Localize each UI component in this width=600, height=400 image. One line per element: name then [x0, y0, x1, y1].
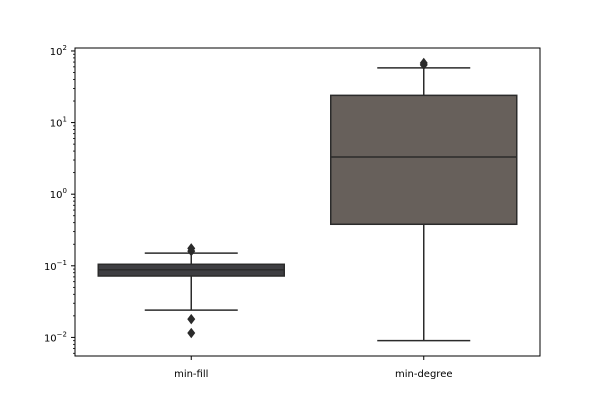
- y-tick-label: 10−2: [44, 330, 67, 344]
- x-tick-label: min-fill: [174, 369, 208, 380]
- y-tick-label: 102: [50, 44, 67, 58]
- x-axis: min-fill min-degree: [174, 356, 453, 380]
- y-axis: 10−2 10−1 100 101 102: [44, 44, 75, 354]
- y-tick-label: 101: [50, 116, 67, 130]
- box-min-degree: [330, 57, 518, 342]
- x-tick-label: min-degree: [395, 369, 453, 380]
- outlier-point: [187, 243, 196, 254]
- y-tick-label: 100: [50, 187, 67, 201]
- plot-frame: [74, 47, 541, 357]
- y-tick-label: 10−1: [44, 259, 67, 273]
- outlier-point: [419, 57, 428, 69]
- box-min-fill: [97, 243, 285, 339]
- outlier-point: [187, 327, 196, 339]
- boxes-layer: [97, 57, 518, 342]
- box-iqr: [330, 94, 518, 226]
- outlier-point: [187, 313, 196, 325]
